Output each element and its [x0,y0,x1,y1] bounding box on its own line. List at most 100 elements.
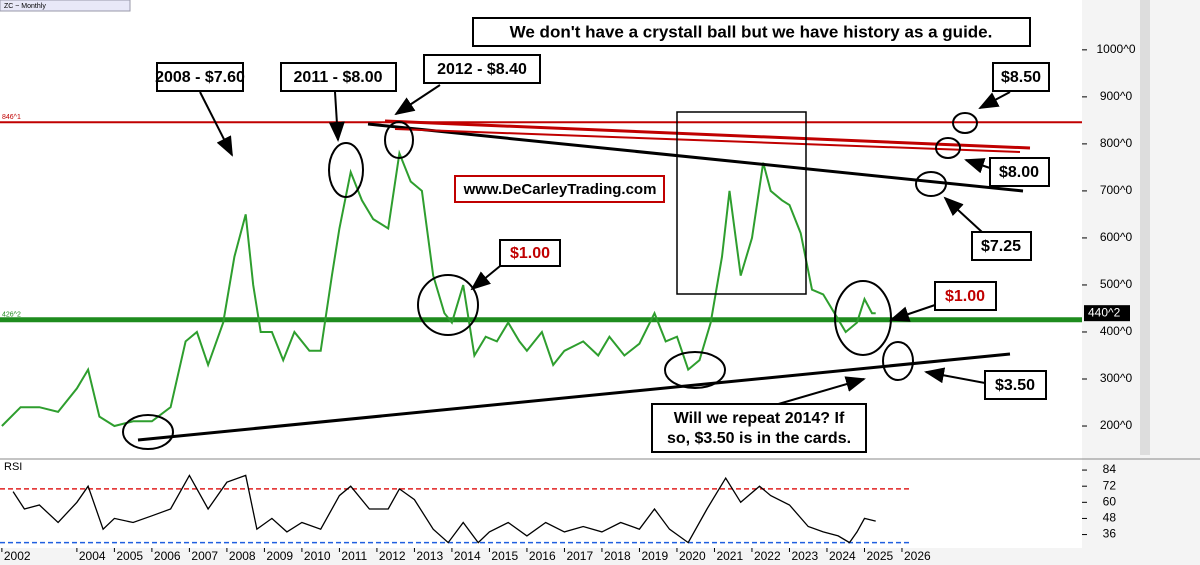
arrow [924,367,986,384]
y-tick-label: 60 [1103,494,1117,508]
arrow [943,196,983,233]
rsi-title: RSI [4,461,22,473]
x-tick-label: 2022 [754,549,781,563]
x-tick-label: 2010 [304,549,331,563]
x-tick-label: 2009 [266,549,293,563]
arrow [774,376,866,406]
circle [122,414,174,450]
label-box [156,62,244,92]
headline-box [472,17,1031,47]
x-tick-label: 2017 [566,549,593,563]
reference-label: 846^1 [2,114,21,121]
scrollbar[interactable] [1140,0,1150,455]
annotation: $8.00 [999,164,1039,181]
annotation: 2012 - $8.40 [437,61,527,78]
trend-line [367,122,1024,193]
y-tick-label: 72 [1103,478,1117,492]
x-tick-label: 2026 [904,549,931,563]
trend-line [394,128,1021,153]
y-tick-label: 500^0 [1100,277,1133,291]
x-tick-label: 2025 [866,549,893,563]
x-axis-band [0,548,1082,565]
label-box [992,62,1050,92]
arrow [394,84,441,116]
annotation: 2011 - $8.00 [294,69,383,86]
annotation: $1.00 [510,245,550,262]
x-tick-label: 2005 [116,549,143,563]
x-tick-label: 2011 [341,549,367,563]
y-tick-label: 800^0 [1100,136,1133,150]
x-tick-label: 2015 [491,549,518,563]
symbol-tab[interactable] [0,0,131,12]
x-tick-label: 2019 [641,549,668,563]
trend-line [137,352,1011,442]
x-tick-label: 2012 [379,549,406,563]
x-tick-label: 2024 [829,549,856,563]
chart-title: ZC ~ Monthly [4,3,46,10]
arrow [199,91,233,157]
y-tick-label: 700^0 [1100,183,1133,197]
series-line [12,474,876,544]
plot: 200^0 300^0 400^0 500^0 600^0 700^0 800^0 900^0… [0,42,1136,563]
annotation: 2008 - $7.60 [155,69,245,86]
y-tick-label: 900^0 [1100,89,1133,103]
y-tick-label: 1000^0 [1097,42,1136,56]
x-tick-label: 2006 [154,549,181,563]
last-price-label: 440^2 [1088,305,1121,319]
reference-label: 426^2 [2,312,21,319]
y-tick-label: 300^0 [1100,371,1133,385]
circle [328,142,364,198]
label-box [423,54,541,84]
circle [417,274,479,336]
y-tick-label: 84 [1103,462,1117,476]
x-tick-label: 2021 [716,549,743,563]
arrow [889,304,936,322]
website: www.DeCarleyTrading.com [463,181,657,198]
annotation: so, $3.50 is in the cards. [667,430,851,447]
label-box [971,231,1032,261]
x-tick-label: 2008 [229,549,256,563]
trend-line [384,119,1031,150]
annotation: $7.25 [981,238,1021,255]
x-tick-label: 2020 [679,549,706,563]
annotations: We don't have a crystall ball but we hav… [122,17,1050,453]
highlight-box [676,111,807,295]
label-box [984,370,1047,400]
label-box [454,175,665,203]
x-tick-label: 2004 [79,549,106,563]
headline: We don't have a crystall ball but we hav… [510,22,993,41]
y-tick-label: 600^0 [1100,230,1133,244]
arrow [964,158,991,174]
y-tick-label: 36 [1103,527,1117,541]
label-box [499,239,561,267]
circle [935,137,961,159]
annotation: $3.50 [995,377,1035,394]
arrow [328,91,345,142]
x-tick-label: 2018 [604,549,631,563]
annotation: Will we repeat 2014? If [674,410,845,427]
circle [882,341,914,381]
y-tick-label: 200^0 [1100,418,1133,432]
circle [384,121,414,159]
label-box [989,157,1050,187]
annotation: $1.00 [945,288,985,305]
label-box [651,403,867,453]
x-tick-label: 2014 [454,549,481,563]
y-tick-label: 48 [1103,511,1117,525]
x-tick-label: 2013 [416,549,443,563]
x-tick-label: 2023 [791,549,818,563]
arrow [978,91,1011,109]
x-tick-label: 2007 [191,549,218,563]
series-line [1,149,876,428]
last-price-box [1084,305,1130,322]
circle [664,351,726,389]
circle [915,171,947,197]
y-tick-label: 400^0 [1100,324,1133,338]
x-tick-label: 2002 [4,549,31,563]
circle [952,112,978,134]
x-tick-label: 2016 [529,549,556,563]
label-box [934,281,997,311]
label-box [280,62,397,92]
annotation: $8.50 [1001,69,1041,86]
